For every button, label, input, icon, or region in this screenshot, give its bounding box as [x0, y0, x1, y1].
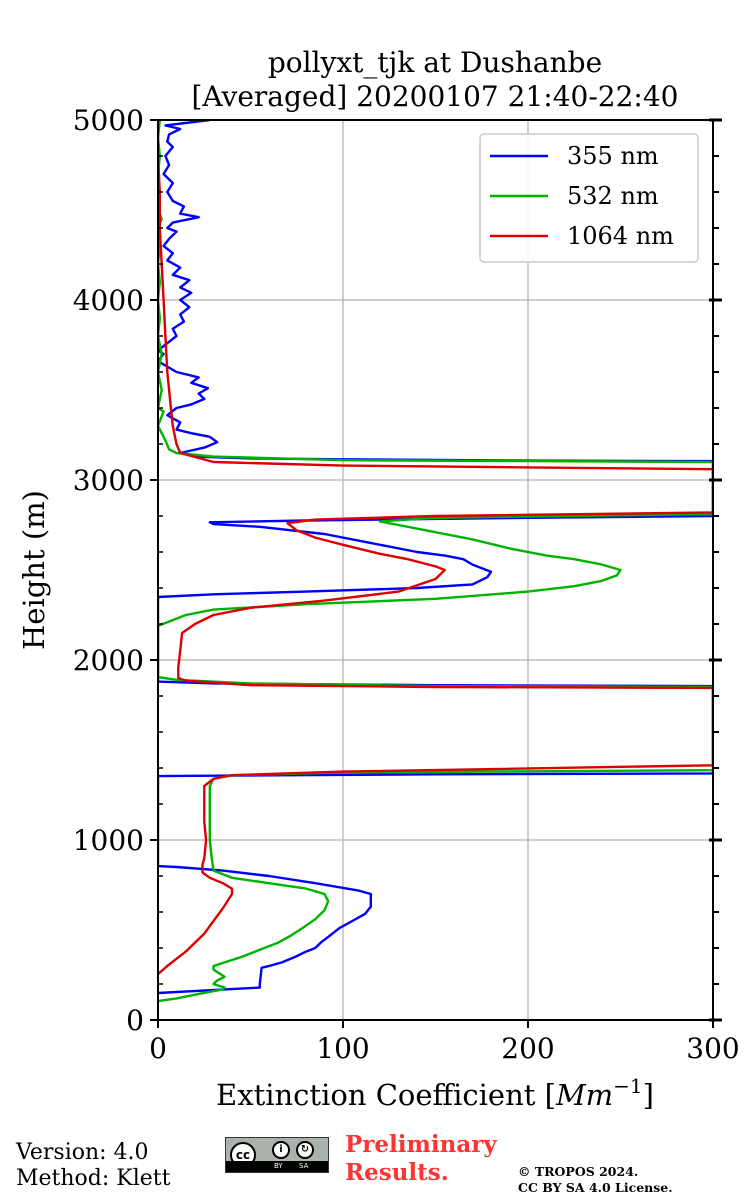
chart-title-line2: [Averaged] 20200107 21:40-22:40 — [192, 80, 679, 113]
by-label: BY — [274, 1162, 283, 1170]
series-line-1064-nm — [158, 120, 713, 976]
license-bar — [226, 1161, 328, 1172]
version-text: Version: 4.0 — [16, 1140, 149, 1165]
extinction-chart: pollyxt_tjk at Dushanbe [Averaged] 20200… — [17, 46, 740, 1112]
x-tick-label: 100 — [316, 1032, 369, 1065]
legend-label-1064: 1064 nm — [567, 222, 674, 250]
copyright-notice: © TROPOS 2024. CC BY SA 4.0 License. — [518, 1164, 673, 1196]
x-axis-label: Extinction Coefficient [Mm−1] — [216, 1074, 654, 1112]
y-axis-label: Height (m) — [17, 490, 51, 650]
y-tick-label: 2000 — [73, 644, 144, 677]
legend-label-532: 532 nm — [567, 182, 659, 210]
x-tick-label: 0 — [149, 1032, 167, 1065]
copyright-line2: CC BY SA 4.0 License. — [518, 1180, 673, 1195]
copyright-line1: © TROPOS 2024. — [518, 1164, 639, 1179]
footer-info: Version: 4.0 Method: Klett — [16, 1140, 170, 1192]
legend-label-355: 355 nm — [567, 142, 659, 170]
preliminary-line2: Results. — [345, 1159, 449, 1186]
plot-frame — [157, 119, 714, 1021]
legend-box — [479, 133, 699, 263]
y-tick-label: 0 — [126, 1004, 144, 1037]
preliminary-line1: Preliminary — [345, 1131, 497, 1158]
series-line-532-nm — [158, 120, 713, 1003]
attribution-icon: i — [272, 1141, 290, 1159]
method-text: Method: Klett — [16, 1166, 171, 1191]
y-tick-label: 3000 — [73, 464, 144, 497]
x-tick-label: 200 — [501, 1032, 554, 1065]
series-layer — [158, 120, 713, 1003]
preliminary-notice: Preliminary Results. — [345, 1131, 497, 1187]
x-tick-label: 300 — [686, 1032, 739, 1065]
share-alike-icon: ↻ — [296, 1141, 314, 1159]
y-tick-label: 4000 — [73, 284, 144, 317]
cc-by-sa-license-icon: cc i ↻ BY SA — [225, 1137, 329, 1173]
legend: 355 nm 532 nm 1064 nm — [479, 133, 699, 263]
y-tick-label: 1000 — [73, 824, 144, 857]
y-tick-label: 5000 — [73, 104, 144, 137]
chart-title-line1: pollyxt_tjk at Dushanbe — [268, 46, 602, 79]
sa-label: SA — [299, 1162, 309, 1170]
